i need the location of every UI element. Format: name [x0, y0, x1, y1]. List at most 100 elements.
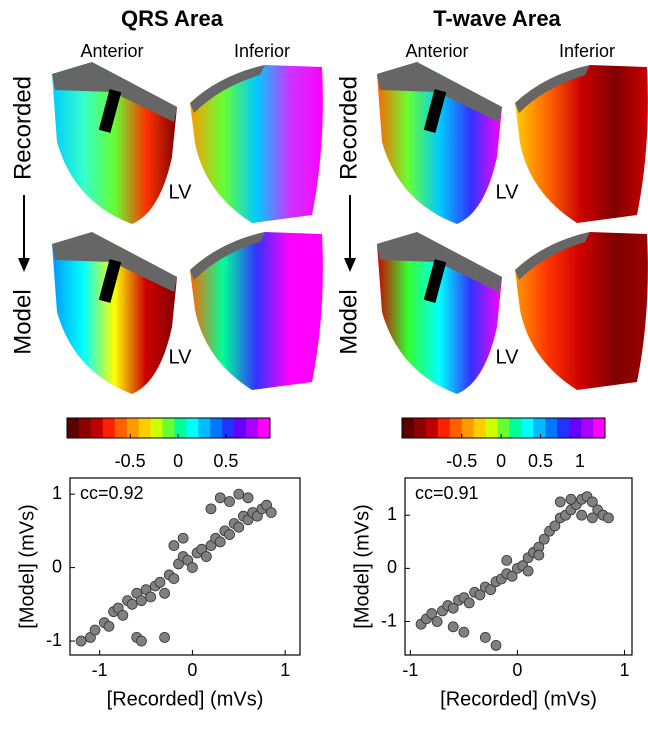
- scatter-point: [586, 512, 598, 524]
- scatter-point: [431, 616, 443, 627]
- colorbar-swatch: [162, 418, 175, 438]
- heart-surface: [515, 65, 648, 223]
- heart-map: [52, 62, 177, 224]
- catheter: [423, 89, 447, 133]
- scatter-point: [265, 507, 277, 518]
- colorbar-swatch: [246, 418, 259, 438]
- scatter-point: [136, 635, 147, 647]
- y-tick-label: 1: [387, 504, 397, 524]
- scatter-point: [506, 570, 518, 582]
- scatter-point: [205, 503, 217, 515]
- colorbar-swatch: [78, 418, 92, 438]
- scatter-point: [187, 562, 198, 574]
- tick-label: 0: [496, 451, 506, 471]
- view-label: Anterior: [80, 41, 143, 61]
- colorbar-swatch: [150, 418, 164, 438]
- colorbar-swatch: [473, 418, 487, 438]
- x-tick-label: -1: [402, 660, 418, 680]
- scatter-point: [200, 551, 212, 562]
- scatter-point: [145, 591, 157, 603]
- colorbar-swatch: [126, 418, 140, 438]
- scatter-point: [214, 536, 226, 548]
- scatter-point: [565, 493, 577, 505]
- colorbar-swatch: [593, 418, 606, 438]
- scatter-point: [474, 589, 486, 601]
- arrow-head: [344, 258, 356, 272]
- tick-label: 0.5: [213, 451, 238, 471]
- scatter-point: [224, 496, 235, 507]
- colorbar-swatch: [485, 418, 499, 438]
- x-tick-label: 0: [512, 660, 522, 680]
- tick-label: -0.5: [446, 451, 477, 471]
- tick-label: 0: [173, 451, 183, 471]
- scatter-point: [89, 624, 101, 636]
- heart-maps: [52, 62, 648, 394]
- panel-title: T-wave Area: [433, 6, 561, 31]
- colorbar-swatch: [509, 418, 522, 438]
- catheter: [423, 259, 447, 303]
- view-label: Inferior: [234, 41, 290, 61]
- scatter-point: [103, 620, 115, 632]
- scatter-point: [533, 549, 545, 561]
- heart-map: [190, 65, 323, 223]
- colorbar-swatch: [497, 418, 510, 438]
- chamber-label: LV: [496, 346, 520, 368]
- base-cap: [515, 232, 590, 280]
- colorbar-swatch: [569, 418, 582, 438]
- colorbar-swatch: [258, 418, 271, 438]
- colorbar-swatch: [461, 418, 475, 438]
- colorbar-swatch: [234, 418, 247, 438]
- row-labels: Recorded Model Recorded Model: [9, 76, 362, 355]
- tick-label: 0.5: [528, 451, 553, 471]
- y-tick-label: 0: [52, 556, 62, 576]
- base-cap: [190, 65, 265, 113]
- view-label: Anterior: [405, 41, 468, 61]
- scatter-point: [233, 521, 245, 533]
- tick-label: -0.5: [115, 451, 146, 471]
- plot-frame: [69, 477, 301, 656]
- colorbar-swatch: [437, 418, 451, 438]
- scatter-point: [490, 640, 502, 651]
- y-axis-label: [Model] (mVs): [16, 504, 38, 628]
- y-tick-label: 1: [52, 483, 62, 503]
- scatter-point: [501, 554, 513, 566]
- colorbar-swatch: [102, 418, 116, 438]
- scatter-point: [586, 496, 598, 508]
- row-label: Recorded: [9, 76, 36, 180]
- heart-surface: [190, 65, 323, 223]
- x-tick-label: 1: [619, 660, 629, 680]
- colorbar-swatch: [557, 418, 570, 438]
- colorbar-frame: [66, 417, 271, 439]
- scatter-point: [576, 509, 588, 521]
- base-cap: [515, 65, 590, 113]
- tick-label: 1: [575, 451, 585, 471]
- colorbar-swatch: [521, 418, 534, 438]
- plot-frame: [404, 477, 633, 656]
- scatter-point: [479, 632, 491, 643]
- scatter-point: [447, 621, 459, 633]
- colorbar-swatch: [222, 418, 235, 438]
- heart-map: [377, 232, 502, 394]
- colorbar-swatch: [67, 418, 80, 438]
- scatter-point: [159, 587, 170, 599]
- annotation: cc=0.92: [80, 483, 144, 503]
- scatter-point: [75, 635, 87, 647]
- scatter-point: [154, 576, 166, 588]
- colorbar-frame: [401, 417, 606, 439]
- colorbar-swatch: [186, 418, 199, 438]
- catheter: [98, 89, 122, 133]
- x-axis-label: [Recorded] (mVs): [440, 688, 597, 710]
- x-axis-label: [Recorded] (mVs): [107, 688, 264, 710]
- scatter-point: [224, 529, 235, 540]
- scatter-point: [136, 595, 147, 607]
- scatter-point: [177, 532, 189, 544]
- y-tick-label: 0: [387, 557, 397, 577]
- colorbar-swatch: [533, 418, 546, 438]
- row-label: Recorded: [335, 76, 362, 180]
- colorbar-swatch: [581, 418, 594, 438]
- scatter-point: [126, 598, 138, 610]
- scatter-point: [603, 512, 614, 524]
- arrow-head: [18, 258, 30, 272]
- scatter-point: [242, 492, 254, 504]
- scatter-point: [538, 533, 550, 545]
